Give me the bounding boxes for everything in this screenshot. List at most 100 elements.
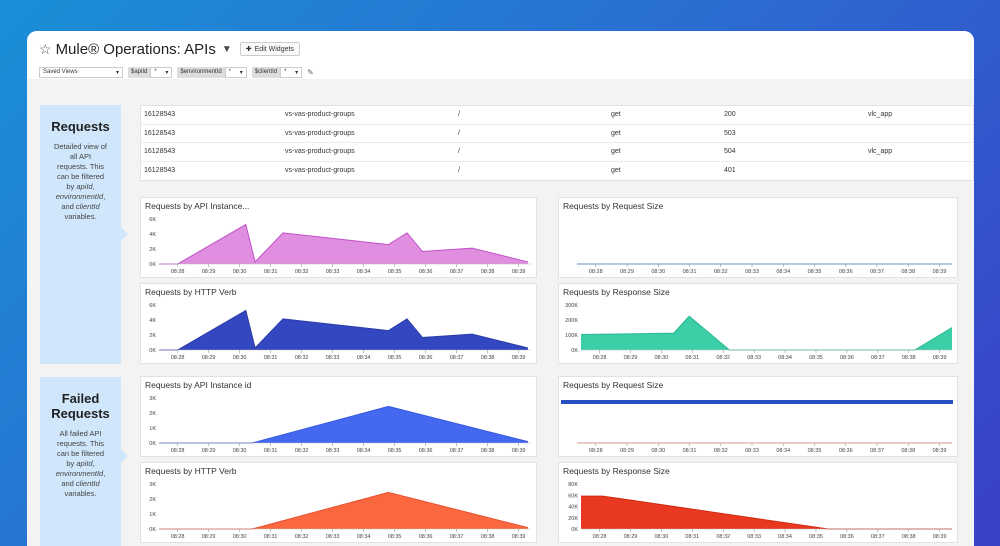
x-tick-label: 08:39 bbox=[933, 269, 947, 275]
widget-failed-by-response-size[interactable]: Requests by Response Size 80K 60K 40K 20K 0K 0… bbox=[558, 462, 958, 543]
y-tick-label: 4K bbox=[149, 318, 156, 324]
x-tick-label: 08:31 bbox=[685, 355, 699, 361]
x-tick-label: 08:29 bbox=[202, 534, 216, 540]
x-tick-label: 08:36 bbox=[839, 448, 853, 454]
x-tick-label: 08:28 bbox=[589, 448, 603, 454]
y-tick-label: 1K bbox=[149, 426, 156, 432]
x-tick-label: 08:35 bbox=[388, 534, 402, 540]
x-tick-label: 08:30 bbox=[233, 355, 247, 361]
widget-requests-by-response-size[interactable]: Requests by Response Size 300K 200K 100K 0K 0… bbox=[558, 283, 958, 364]
x-tick-label: 08:38 bbox=[902, 355, 916, 361]
series-line[interactable] bbox=[580, 315, 953, 351]
section-description: Detailed view of all API requests. This … bbox=[54, 142, 107, 222]
series-line[interactable] bbox=[159, 223, 529, 265]
x-tick-label: 08:30 bbox=[655, 355, 669, 361]
x-tick-label: 08:34 bbox=[778, 355, 792, 361]
widget-failed-by-api-instance-id[interactable]: Requests by API Instance id 3K 2K 1K 0K 08:28… bbox=[140, 376, 537, 457]
x-tick-label: 08:33 bbox=[745, 448, 759, 454]
x-tick-label: 08:30 bbox=[233, 448, 247, 454]
chart-plot: 80K 60K 40K 20K 0K 08:28 08:29 08:30 08:31 08:32 0… bbox=[568, 482, 952, 540]
desc-text: variables. bbox=[64, 489, 97, 498]
edit-widgets-button[interactable]: ✚ Edit Widgets bbox=[239, 42, 300, 56]
x-tick-label: 08:38 bbox=[481, 534, 495, 540]
series-band[interactable] bbox=[561, 400, 953, 404]
x-tick-label: 08:36 bbox=[419, 355, 433, 361]
widget-requests-by-http-verb[interactable]: Requests by HTTP Verb 6K 4K 2K 0K 08:28 08:29 0… bbox=[140, 283, 537, 364]
series-area[interactable] bbox=[159, 224, 528, 264]
pencil-icon[interactable]: ✎ bbox=[307, 67, 314, 77]
table-row[interactable]: 16128543 vs-vas-product-groups / get 503 bbox=[141, 125, 973, 143]
filter-value: * bbox=[284, 69, 287, 75]
x-tick-label: 08:39 bbox=[512, 534, 526, 540]
widget-title: Requests by Request Size bbox=[563, 201, 664, 211]
widget-title: Requests by HTTP Verb bbox=[145, 287, 237, 297]
widget-failed-by-http-verb[interactable]: Requests by HTTP Verb 3K 2K 1K 0K 08:28 08:29 0… bbox=[140, 462, 537, 543]
series-area[interactable] bbox=[159, 492, 528, 529]
table-cell: vs-vas-product-groups bbox=[285, 129, 355, 137]
table-row[interactable]: 16128543 vs-vas-product-groups / get 200 vlc_… bbox=[141, 106, 973, 125]
widget-failed-by-request-size[interactable]: Requests by Request Size 08:28 08:29 08:30 0… bbox=[558, 376, 958, 457]
x-tick-label: 08:38 bbox=[481, 448, 495, 454]
series-area[interactable] bbox=[581, 496, 952, 529]
filter-select-apiid[interactable]: * ▾ bbox=[150, 66, 173, 78]
y-tick-label: 300K bbox=[565, 303, 578, 309]
x-tick-label: 08:28 bbox=[593, 534, 607, 540]
x-tick-label: 08:32 bbox=[295, 355, 309, 361]
widget-title: Requests by Response Size bbox=[563, 287, 670, 297]
series-line[interactable] bbox=[159, 309, 529, 351]
x-tick-label: 08:33 bbox=[747, 355, 761, 361]
table-row[interactable]: 16128543 vs-vas-product-groups / get 401 bbox=[141, 162, 973, 181]
table-cell: 16128543 bbox=[144, 129, 176, 137]
x-tick-label: 08:31 bbox=[683, 269, 697, 275]
desc-text: , bbox=[92, 459, 95, 468]
table-cell: get bbox=[611, 111, 621, 119]
x-tick-label: 08:36 bbox=[839, 269, 853, 275]
requests-table: 16128543 vs-vas-product-groups / get 200 vlc_… bbox=[140, 105, 974, 181]
widget-requests-by-request-size[interactable]: Requests by Request Size 08:28 08:29 08:30 0… bbox=[558, 197, 958, 278]
x-tick-label: 08:39 bbox=[512, 448, 526, 454]
chevron-down-icon[interactable]: ▼ bbox=[221, 43, 232, 55]
x-tick-label: 08:36 bbox=[419, 448, 433, 454]
desc-var: apiId bbox=[76, 182, 93, 191]
table-cell: / bbox=[458, 167, 460, 175]
series-area[interactable] bbox=[581, 316, 952, 350]
x-tick-label: 08:37 bbox=[450, 355, 464, 361]
filter-tag-apiid: $apiId bbox=[128, 66, 151, 78]
x-tick-label: 08:36 bbox=[840, 534, 854, 540]
x-tick-label: 08:29 bbox=[620, 448, 634, 454]
y-tick-label: 0K bbox=[571, 348, 578, 354]
star-icon[interactable]: ☆ bbox=[39, 40, 52, 57]
note-arrow bbox=[121, 449, 128, 463]
x-tick-label: 08:37 bbox=[871, 534, 885, 540]
y-tick-label: 3K bbox=[149, 482, 156, 488]
chevron-down-icon: ▾ bbox=[239, 69, 243, 76]
y-tick-label: 0K bbox=[149, 348, 156, 354]
x-tick-label: 08:34 bbox=[776, 448, 790, 454]
chevron-down-icon: ▾ bbox=[295, 69, 299, 76]
x-tick-label: 08:35 bbox=[388, 269, 402, 275]
widget-requests-by-api-instance[interactable]: Requests by API Instance... 6K 4K 2K 0K 08:28… bbox=[140, 197, 537, 278]
x-tick-label: 08:30 bbox=[233, 269, 247, 275]
desc-var: environmentId bbox=[55, 192, 104, 201]
chart-plot: 300K 200K 100K 0K 08:28 08:29 08:30 08:31 08:32 0… bbox=[565, 303, 953, 361]
desc-text: , and bbox=[61, 469, 106, 488]
filter-select-clientid[interactable]: * ▾ bbox=[280, 66, 303, 78]
y-tick-label: 6K bbox=[149, 217, 156, 223]
chart-plot: 3K 2K 1K 0K 08:28 08:29 08:30 08:31 08:32 08:33 08… bbox=[149, 482, 531, 540]
table-cell: get bbox=[611, 167, 621, 175]
saved-views-select[interactable]: Saved Views ▾ bbox=[39, 66, 123, 78]
y-tick-label: 0K bbox=[149, 262, 156, 268]
table-row[interactable]: 16128543 vs-vas-product-groups / get 504 vlc_… bbox=[141, 143, 973, 162]
series-area[interactable] bbox=[159, 310, 528, 350]
desc-text: All failed API requests. This can be fil… bbox=[56, 429, 105, 468]
x-tick-label: 08:33 bbox=[745, 269, 759, 275]
x-tick-label: 08:32 bbox=[714, 269, 728, 275]
x-tick-label: 08:28 bbox=[171, 448, 185, 454]
y-tick-label: 60K bbox=[568, 493, 578, 499]
x-tick-label: 08:30 bbox=[233, 534, 247, 540]
x-tick-label: 08:31 bbox=[264, 448, 278, 454]
y-tick-label: 200K bbox=[565, 318, 578, 324]
filter-select-environmentid[interactable]: * ▾ bbox=[224, 66, 247, 78]
filter-value: * bbox=[228, 69, 232, 75]
series-area[interactable] bbox=[159, 406, 528, 443]
